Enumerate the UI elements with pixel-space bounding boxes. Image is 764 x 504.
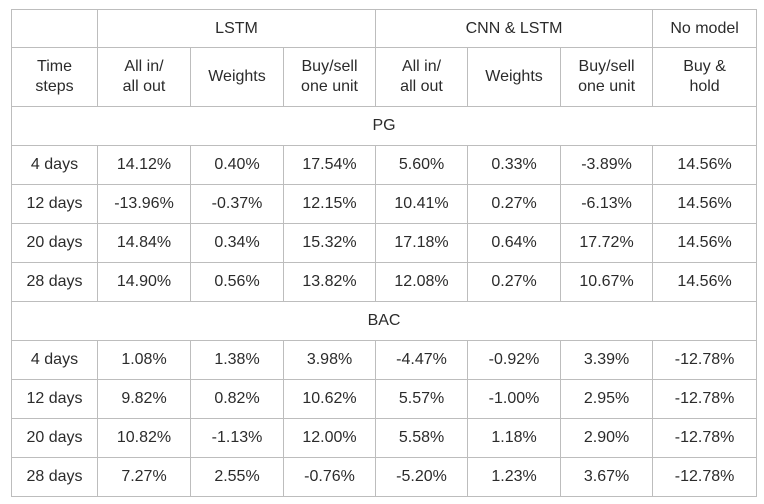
value-cell: 13.82% xyxy=(282,262,377,302)
sub-header-cell: Weights xyxy=(467,47,562,107)
value-cell: 17.54% xyxy=(282,145,377,185)
value-cell: 10.62% xyxy=(282,379,377,419)
time-step-cell: 20 days xyxy=(11,418,98,458)
value-cell: 0.27% xyxy=(467,262,562,302)
value-cell: 12.08% xyxy=(375,262,469,302)
time-step-cell: 28 days xyxy=(11,457,98,497)
value-cell: 0.56% xyxy=(190,262,284,302)
value-cell: 2.55% xyxy=(190,457,284,497)
sub-header-time-steps: Time steps xyxy=(35,58,74,95)
section-title: BAC xyxy=(10,301,758,341)
value-cell: 0.34% xyxy=(190,223,284,263)
sub-header-lstm-buy-sell: Buy/sell one unit xyxy=(301,58,358,95)
group-header-no-model: No model xyxy=(652,9,758,48)
value-cell: 2.95% xyxy=(560,379,654,419)
time-step-cell: 12 days xyxy=(11,184,98,224)
value-cell: 15.32% xyxy=(282,223,377,263)
value-cell: 14.84% xyxy=(97,223,191,263)
value-cell: 3.67% xyxy=(560,457,654,497)
value-cell: 9.82% xyxy=(97,379,191,419)
value-cell: 1.23% xyxy=(467,457,562,497)
value-cell: 10.67% xyxy=(560,262,654,302)
sub-header-cnn-weights: Weights xyxy=(485,68,543,85)
value-cell: 0.64% xyxy=(467,223,562,263)
table-row: 28 days 7.27% 2.55% -0.76% -5.20% 1.23% 3.67% -… xyxy=(11,457,758,497)
time-step-cell: 28 days xyxy=(11,262,98,302)
value-cell: 10.41% xyxy=(375,184,469,224)
value-cell: 3.98% xyxy=(282,340,377,380)
value-cell: -6.13% xyxy=(560,184,654,224)
value-cell: 10.82% xyxy=(97,418,191,458)
value-cell: 14.12% xyxy=(97,145,191,185)
table-row: 28 days 14.90% 0.56% 13.82% 12.08% 0.27% 10.67… xyxy=(11,262,758,302)
value-cell: 5.60% xyxy=(375,145,469,185)
value-cell: 17.72% xyxy=(560,223,654,263)
value-cell: 14.56% xyxy=(652,145,758,185)
sub-header-row: Time steps All in/ all out Weights Buy/s… xyxy=(11,47,758,107)
time-step-cell: 20 days xyxy=(11,223,98,263)
time-step-cell: 4 days xyxy=(11,145,98,185)
value-cell: 7.27% xyxy=(97,457,191,497)
value-cell: -0.37% xyxy=(190,184,284,224)
value-cell: 14.56% xyxy=(652,223,758,263)
results-table: LSTM CNN & LSTM No model Time steps All … xyxy=(10,9,758,497)
value-cell: 14.56% xyxy=(652,184,758,224)
value-cell: 0.82% xyxy=(190,379,284,419)
sub-header-cnn-all-in: All in/ all out xyxy=(400,58,443,95)
sub-header-lstm-all-in: All in/ all out xyxy=(122,58,166,95)
value-cell: 12.00% xyxy=(282,418,377,458)
table-row: 12 days -13.96% -0.37% 12.15% 10.41% 0.27% -6.… xyxy=(11,184,758,224)
value-cell: 2.90% xyxy=(560,418,654,458)
value-cell: 14.56% xyxy=(652,262,758,302)
sub-header-cell: Buy/sell one unit xyxy=(560,47,654,107)
value-cell: -3.89% xyxy=(560,145,654,185)
value-cell: -13.96% xyxy=(97,184,191,224)
value-cell: 14.90% xyxy=(97,262,191,302)
value-cell: 1.08% xyxy=(97,340,191,380)
value-cell: -12.78% xyxy=(652,340,758,380)
value-cell: -12.78% xyxy=(652,457,758,497)
sub-header-cell: Time steps xyxy=(11,47,98,107)
value-cell: 0.33% xyxy=(467,145,562,185)
value-cell: 1.38% xyxy=(190,340,284,380)
value-cell: 0.27% xyxy=(467,184,562,224)
section-row: BAC xyxy=(10,301,758,341)
value-cell: 1.18% xyxy=(467,418,562,458)
section-title: PG xyxy=(10,106,758,146)
value-cell: 0.40% xyxy=(190,145,284,185)
value-cell: -1.00% xyxy=(467,379,562,419)
group-header-cnn-lstm: CNN & LSTM xyxy=(375,9,654,48)
value-cell: 5.58% xyxy=(375,418,469,458)
corner-cell xyxy=(11,9,98,48)
sub-header-lstm-weights: Weights xyxy=(208,68,266,85)
table-row: 12 days 9.82% 0.82% 10.62% 5.57% -1.00% 2.95% -… xyxy=(11,379,758,419)
sub-header-cell: Buy & hold xyxy=(652,47,758,107)
value-cell: 17.18% xyxy=(375,223,469,263)
value-cell: -1.13% xyxy=(190,418,284,458)
section-row: PG xyxy=(10,106,758,146)
sub-header-cnn-buy-sell: Buy/sell one unit xyxy=(578,58,636,95)
value-cell: 12.15% xyxy=(282,184,377,224)
sub-header-cell: Buy/sell one unit xyxy=(282,47,377,107)
sub-header-cell: All in/ all out xyxy=(375,47,469,107)
group-header-row: LSTM CNN & LSTM No model xyxy=(11,9,758,48)
sub-header-cell: All in/ all out xyxy=(97,47,191,107)
table-row: 20 days 14.84% 0.34% 15.32% 17.18% 0.64% 17.72… xyxy=(11,223,758,263)
time-step-cell: 12 days xyxy=(11,379,98,419)
value-cell: -0.92% xyxy=(467,340,562,380)
value-cell: -4.47% xyxy=(375,340,469,380)
table-row: 4 days 14.12% 0.40% 17.54% 5.60% 0.33% -3.89% 1… xyxy=(11,145,758,185)
table-row: 20 days 10.82% -1.13% 12.00% 5.58% 1.18% 2.90%… xyxy=(11,418,758,458)
table-row: 4 days 1.08% 1.38% 3.98% -4.47% -0.92% 3.39% -1… xyxy=(11,340,758,380)
value-cell: -0.76% xyxy=(282,457,377,497)
value-cell: 3.39% xyxy=(560,340,654,380)
value-cell: -12.78% xyxy=(652,379,758,419)
value-cell: -5.20% xyxy=(375,457,469,497)
sub-header-cell: Weights xyxy=(190,47,284,107)
group-header-lstm: LSTM xyxy=(96,9,377,48)
value-cell: -12.78% xyxy=(652,418,758,458)
value-cell: 5.57% xyxy=(375,379,469,419)
time-step-cell: 4 days xyxy=(11,340,98,380)
sub-header-buy-hold: Buy & hold xyxy=(683,58,726,95)
